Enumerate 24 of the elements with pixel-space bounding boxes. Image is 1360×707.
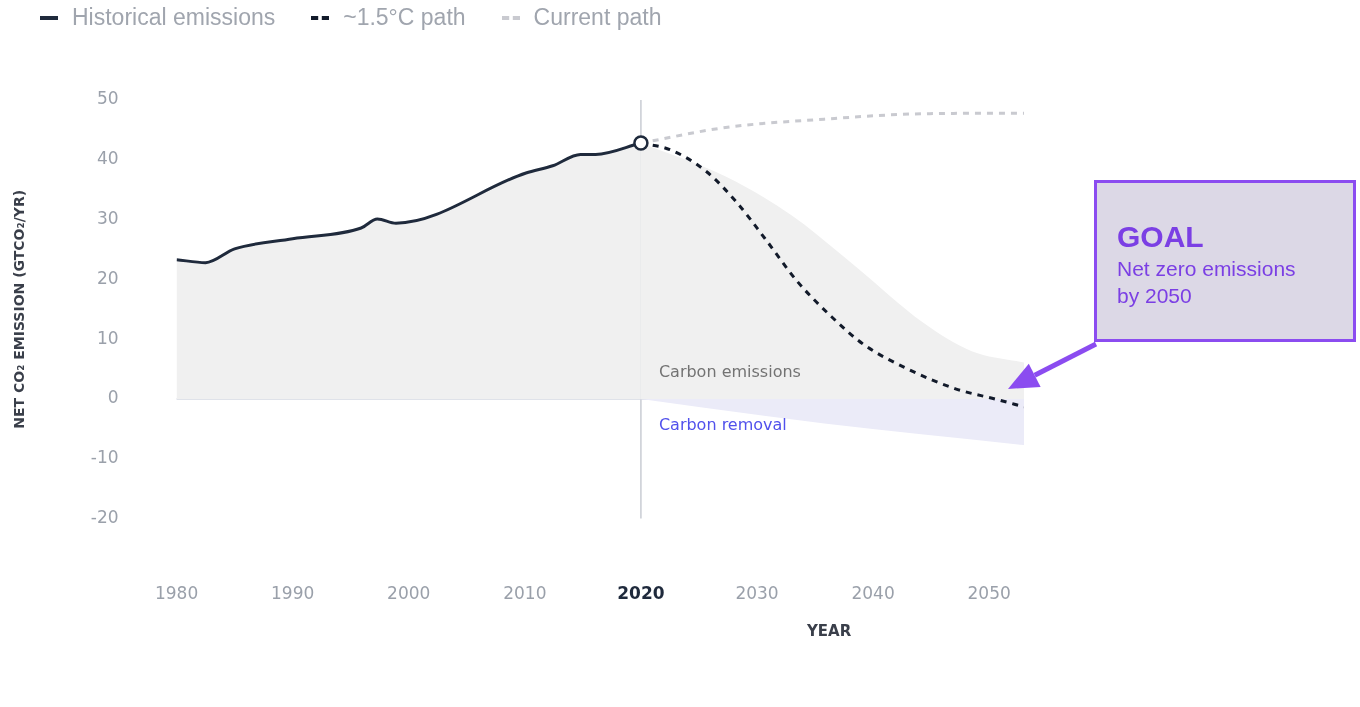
y-tick-label: 50 xyxy=(96,88,119,109)
legend-label: ~1.5°C path xyxy=(343,4,466,31)
x-tick-label: 2030 xyxy=(735,583,779,604)
series-label: Carbon emissions xyxy=(658,362,801,382)
y-tick-label: -10 xyxy=(90,447,119,468)
y-tick-label: 40 xyxy=(96,148,119,169)
legend-label: Current path xyxy=(533,4,662,31)
x-tick-label: 2040 xyxy=(851,583,895,604)
text: GOAL Net zero emissions by 2050 xyxy=(1117,219,1297,309)
x-tick-label: 2020 xyxy=(617,583,665,604)
y-tick-label: 10 xyxy=(96,327,119,348)
x-axis-title: YEAR xyxy=(805,621,852,640)
series-label: Carbon removal xyxy=(658,415,787,435)
y-tick-label: -20 xyxy=(90,507,119,528)
y-tick-label: 0 xyxy=(107,387,119,408)
legend-label: Historical emissions xyxy=(72,4,276,31)
y-tick-label: 30 xyxy=(96,208,119,229)
x-tick-label: 2010 xyxy=(503,583,547,604)
x-tick-label: 1980 xyxy=(154,583,199,604)
y-axis-title: NET CO₂ EMISSION (GTCO₂/YR) xyxy=(11,189,28,429)
x-tick-label: 1990 xyxy=(271,583,315,604)
x-tick-label: 2000 xyxy=(387,583,431,604)
x-tick-label: 2050 xyxy=(967,583,1011,604)
y-tick-label: 20 xyxy=(96,267,119,288)
